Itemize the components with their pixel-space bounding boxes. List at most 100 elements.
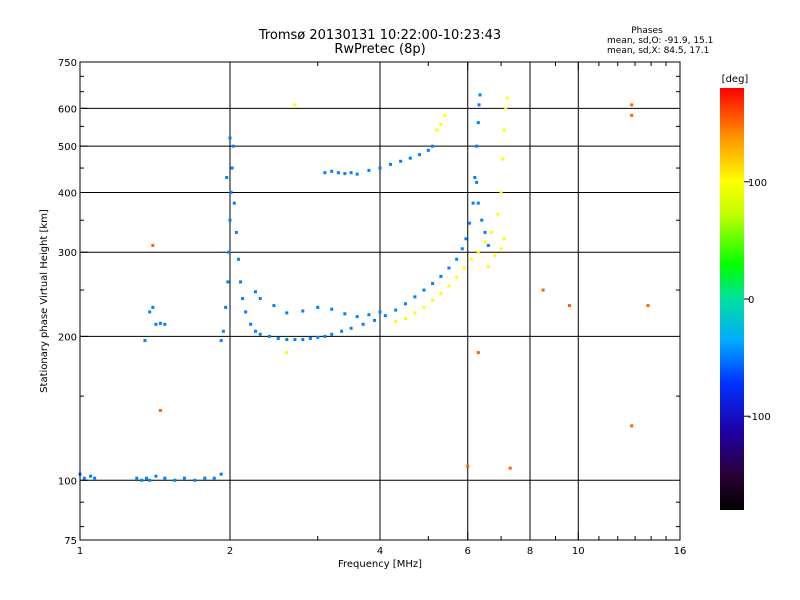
data-point-O — [285, 311, 289, 315]
data-point-O — [336, 171, 340, 175]
data-point-X — [501, 157, 505, 161]
data-point-O — [193, 478, 197, 482]
colorbar-tick-label: 0 — [748, 295, 754, 306]
data-point-O — [340, 329, 344, 333]
data-point-O — [258, 332, 262, 336]
data-point-outliers — [630, 424, 634, 428]
y-axis: 75 100 200 300 400 500 600 750 — [58, 58, 680, 547]
data-point-O — [361, 322, 365, 326]
data-point-X — [455, 275, 459, 279]
data-point-O — [316, 305, 320, 309]
data-point-O — [285, 338, 289, 342]
data-point-O — [455, 257, 459, 261]
data-point-outliers — [476, 351, 480, 355]
data-point-X — [443, 113, 447, 117]
data-point-O — [148, 310, 152, 314]
data-point-O — [143, 339, 147, 343]
data-point-O — [258, 297, 262, 301]
data-point-O — [272, 304, 276, 308]
data-point-X — [431, 298, 435, 302]
data-point-outliers — [151, 243, 155, 247]
data-point-O — [221, 329, 225, 333]
data-point-O — [89, 474, 93, 478]
data-point-outliers — [508, 466, 512, 470]
data-point-O — [394, 308, 398, 312]
data-point-O — [403, 302, 407, 306]
data-point-O — [163, 322, 167, 326]
data-point-O — [417, 153, 421, 157]
data-point-O — [308, 336, 312, 340]
colorbar-tick-label: 100 — [748, 178, 767, 189]
x-tick-label: 10 — [572, 546, 585, 557]
data-point-X — [293, 103, 297, 107]
data-point-O — [93, 476, 97, 480]
data-point-O — [367, 313, 371, 317]
phases-title: Phases — [631, 26, 663, 36]
data-point-O — [249, 322, 253, 326]
data-point-X — [285, 351, 289, 355]
data-point-O — [293, 338, 297, 342]
data-point-O — [135, 476, 139, 480]
data-point-X — [490, 230, 494, 234]
data-point-O — [219, 472, 223, 476]
data-point-O — [267, 334, 271, 338]
data-point-O — [475, 180, 479, 184]
data-point-O — [330, 169, 334, 173]
data-point-O — [212, 476, 216, 480]
data-point-O — [227, 250, 231, 254]
data-point-X — [486, 265, 490, 269]
data-point-X — [504, 106, 508, 110]
data-point-X — [394, 319, 398, 323]
data-point-O — [473, 175, 477, 179]
colorbar-tick-label: -100 — [748, 412, 771, 423]
data-point-O — [148, 478, 152, 482]
data-point-O — [151, 305, 155, 309]
data-point-O — [431, 144, 435, 148]
data-point-O — [355, 172, 359, 176]
data-point-O — [140, 478, 144, 482]
y-tick-label: 200 — [58, 332, 77, 343]
data-point-O — [219, 339, 223, 343]
data-points — [78, 93, 650, 482]
data-point-O — [343, 172, 347, 176]
data-point-O — [480, 218, 484, 222]
data-point-O — [483, 230, 487, 234]
x-tick-label: 4 — [377, 546, 383, 557]
data-point-O — [301, 309, 305, 313]
data-point-O — [408, 156, 412, 160]
data-point-O — [476, 121, 480, 125]
x-tick-label: 16 — [674, 546, 687, 557]
y-tick-label: 100 — [58, 476, 77, 487]
data-point-O — [226, 280, 230, 284]
y-tick-label: 600 — [58, 104, 77, 115]
data-point-O — [475, 144, 479, 148]
data-point-O — [413, 295, 417, 299]
data-point-X — [499, 190, 503, 194]
data-point-outliers — [567, 304, 571, 308]
data-point-O — [367, 168, 371, 172]
data-point-O — [253, 290, 257, 294]
data-point-O — [486, 243, 490, 247]
data-point-X — [499, 247, 503, 251]
data-point-outliers — [158, 408, 162, 412]
data-point-O — [349, 171, 353, 175]
data-point-O — [389, 162, 393, 166]
y-tick-label: 750 — [58, 58, 77, 69]
data-point-O — [225, 175, 229, 179]
data-point-O — [477, 103, 481, 107]
data-point-O — [241, 297, 245, 301]
data-point-outliers — [466, 464, 470, 468]
data-point-O — [244, 310, 248, 314]
data-point-O — [422, 288, 426, 292]
data-point-O — [378, 310, 382, 314]
data-point-O — [399, 159, 403, 163]
y-tick-label: 400 — [58, 188, 77, 199]
colorbar-ticks: 100 0 -100 — [744, 178, 771, 423]
data-point-X — [493, 254, 497, 258]
data-point-O — [230, 166, 234, 170]
phases-o-stats: mean, sd,O: -91.9, 15.1 — [607, 36, 713, 46]
data-point-X — [403, 316, 407, 320]
data-point-O — [468, 221, 472, 225]
data-point-O — [447, 266, 451, 270]
